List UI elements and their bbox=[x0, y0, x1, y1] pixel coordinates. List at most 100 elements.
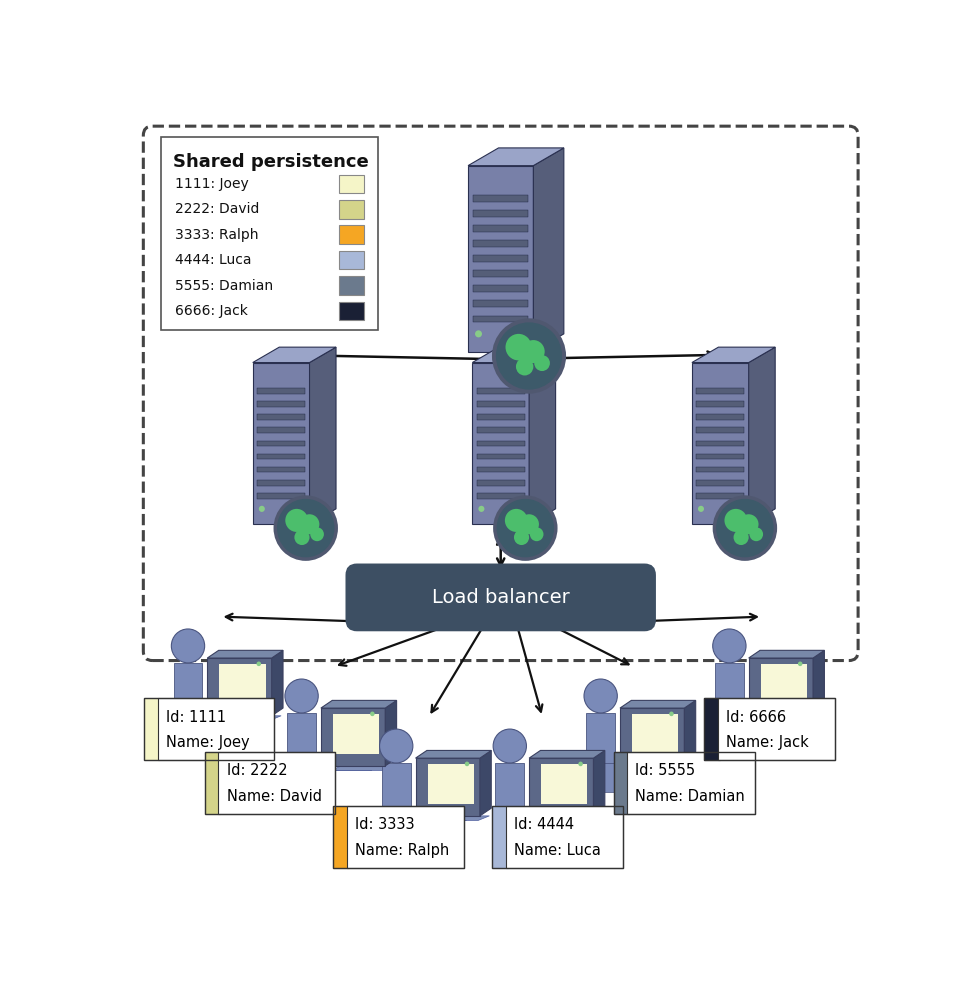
Polygon shape bbox=[287, 713, 316, 763]
Polygon shape bbox=[684, 700, 696, 766]
Text: 3333: Ralph: 3333: Ralph bbox=[175, 228, 259, 242]
Polygon shape bbox=[477, 454, 525, 459]
Polygon shape bbox=[253, 363, 310, 524]
FancyBboxPatch shape bbox=[339, 302, 364, 320]
Polygon shape bbox=[593, 750, 605, 816]
Polygon shape bbox=[473, 300, 529, 307]
Polygon shape bbox=[473, 270, 529, 277]
Polygon shape bbox=[473, 195, 529, 202]
Polygon shape bbox=[289, 763, 299, 792]
Polygon shape bbox=[530, 750, 605, 758]
Circle shape bbox=[300, 514, 319, 534]
Polygon shape bbox=[191, 713, 201, 742]
Circle shape bbox=[712, 495, 777, 561]
Text: Id: 1111: Id: 1111 bbox=[166, 710, 226, 725]
Polygon shape bbox=[217, 716, 281, 720]
Polygon shape bbox=[761, 664, 807, 703]
Circle shape bbox=[479, 506, 485, 512]
Circle shape bbox=[276, 499, 334, 557]
Text: 6666: Jack: 6666: Jack bbox=[175, 304, 248, 318]
Polygon shape bbox=[257, 441, 305, 446]
Circle shape bbox=[578, 762, 583, 766]
Polygon shape bbox=[385, 700, 397, 766]
Circle shape bbox=[534, 355, 550, 371]
Polygon shape bbox=[748, 650, 825, 658]
Text: 4444: Luca: 4444: Luca bbox=[175, 253, 252, 267]
Text: 5555: Damian: 5555: Damian bbox=[175, 279, 274, 293]
Polygon shape bbox=[257, 493, 305, 499]
Polygon shape bbox=[697, 480, 744, 486]
Circle shape bbox=[285, 679, 319, 713]
Polygon shape bbox=[320, 700, 397, 708]
Text: Load balancer: Load balancer bbox=[432, 588, 570, 607]
Text: Name: Jack: Name: Jack bbox=[726, 735, 809, 750]
Polygon shape bbox=[497, 813, 507, 842]
Polygon shape bbox=[512, 813, 523, 842]
Polygon shape bbox=[477, 388, 525, 394]
Polygon shape bbox=[715, 663, 743, 713]
Polygon shape bbox=[480, 750, 491, 816]
Polygon shape bbox=[697, 401, 744, 407]
Polygon shape bbox=[220, 664, 266, 703]
FancyBboxPatch shape bbox=[144, 698, 159, 760]
Polygon shape bbox=[257, 454, 305, 459]
Circle shape bbox=[713, 629, 746, 663]
Polygon shape bbox=[428, 764, 474, 804]
Polygon shape bbox=[477, 427, 525, 433]
Circle shape bbox=[514, 530, 530, 545]
FancyBboxPatch shape bbox=[718, 698, 834, 760]
Polygon shape bbox=[382, 807, 418, 813]
Circle shape bbox=[798, 662, 802, 666]
Polygon shape bbox=[473, 225, 529, 232]
Text: Id: 6666: Id: 6666 bbox=[726, 710, 786, 725]
Polygon shape bbox=[530, 758, 593, 816]
Text: 1111: Joey: 1111: Joey bbox=[175, 177, 249, 191]
Polygon shape bbox=[530, 347, 556, 524]
Polygon shape bbox=[477, 480, 525, 486]
Polygon shape bbox=[697, 467, 744, 472]
FancyBboxPatch shape bbox=[614, 752, 628, 814]
Text: Name: Joey: Name: Joey bbox=[166, 735, 250, 750]
Polygon shape bbox=[748, 347, 775, 524]
Polygon shape bbox=[207, 650, 283, 658]
Circle shape bbox=[257, 662, 261, 666]
Polygon shape bbox=[715, 707, 751, 713]
Circle shape bbox=[698, 506, 704, 512]
FancyBboxPatch shape bbox=[346, 564, 656, 631]
Circle shape bbox=[496, 499, 554, 557]
Polygon shape bbox=[716, 713, 727, 742]
FancyBboxPatch shape bbox=[506, 806, 622, 868]
Text: Id: 4444: Id: 4444 bbox=[514, 817, 574, 832]
Polygon shape bbox=[175, 713, 186, 742]
Polygon shape bbox=[748, 658, 813, 716]
Polygon shape bbox=[732, 713, 743, 742]
Polygon shape bbox=[333, 714, 379, 754]
Polygon shape bbox=[257, 427, 305, 433]
Polygon shape bbox=[533, 148, 564, 352]
Polygon shape bbox=[472, 363, 530, 524]
Polygon shape bbox=[472, 347, 556, 363]
Text: Name: Ralph: Name: Ralph bbox=[356, 843, 449, 858]
Polygon shape bbox=[541, 764, 587, 804]
FancyBboxPatch shape bbox=[218, 752, 335, 814]
Text: Id: 2222: Id: 2222 bbox=[227, 763, 287, 778]
Polygon shape bbox=[334, 766, 372, 770]
Polygon shape bbox=[633, 766, 671, 770]
Polygon shape bbox=[383, 813, 394, 842]
Polygon shape bbox=[477, 493, 525, 499]
FancyBboxPatch shape bbox=[204, 752, 220, 814]
Polygon shape bbox=[425, 816, 489, 821]
Polygon shape bbox=[586, 757, 622, 763]
Circle shape bbox=[584, 679, 617, 713]
Polygon shape bbox=[257, 401, 305, 407]
Polygon shape bbox=[697, 427, 744, 433]
Polygon shape bbox=[287, 757, 323, 763]
Polygon shape bbox=[272, 650, 283, 716]
Polygon shape bbox=[697, 388, 744, 394]
Polygon shape bbox=[692, 363, 748, 524]
Polygon shape bbox=[620, 700, 696, 708]
Circle shape bbox=[739, 514, 758, 534]
Polygon shape bbox=[477, 414, 525, 420]
Polygon shape bbox=[588, 763, 598, 792]
FancyBboxPatch shape bbox=[339, 225, 364, 244]
